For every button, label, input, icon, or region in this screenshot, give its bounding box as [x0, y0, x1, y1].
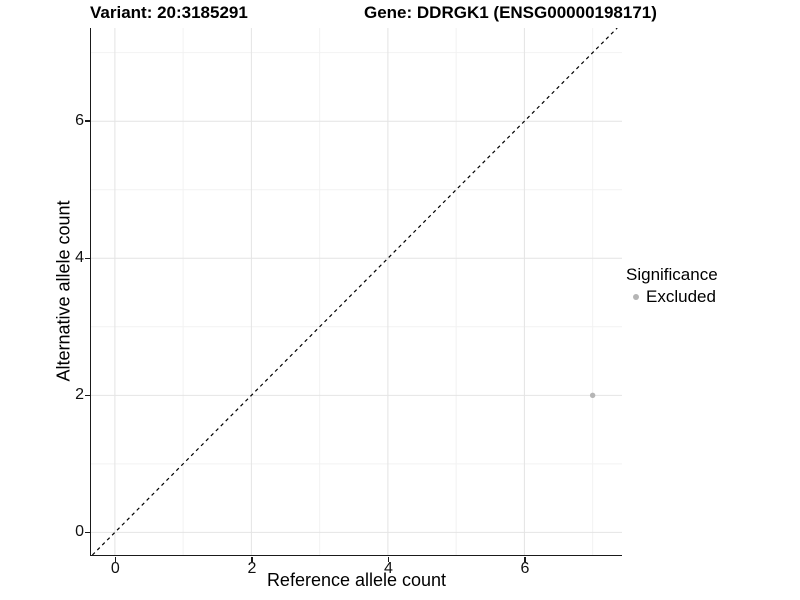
plot-title-gene: Gene: DDRGK1 (ENSG00000198171) [364, 3, 657, 22]
legend-item-label: Excluded [646, 287, 716, 306]
legend: Significance Excluded [626, 264, 718, 308]
plot-canvas [91, 28, 622, 555]
y-tick-mark [85, 257, 90, 259]
x-tick-label: 0 [110, 560, 120, 577]
y-tick-mark [85, 531, 90, 534]
x-tick-mark [251, 556, 253, 562]
plot-panel [90, 28, 622, 556]
y-tick-label: 0 [75, 522, 84, 540]
x-tick-mark [524, 556, 526, 562]
x-tick-mark [387, 556, 390, 562]
x-tick-mark [114, 556, 117, 562]
y-tick-label: 6 [75, 111, 84, 129]
legend-point-icon [633, 294, 639, 300]
legend-item-excluded: Excluded [626, 286, 718, 308]
x-tick-label: 4 [383, 560, 393, 577]
x-tick-label: 2 [247, 560, 257, 577]
identity-line [91, 28, 618, 555]
y-tick-label: 2 [75, 385, 84, 403]
x-axis-title: Reference allele count [266, 570, 447, 590]
y-tick-mark [85, 394, 90, 397]
plot-title-variant: Variant: 20:3185291 [90, 3, 248, 22]
y-axis-title: Alternative allele count [53, 200, 74, 382]
data-point [589, 392, 596, 399]
y-tick-mark [85, 120, 90, 122]
x-tick-label: 6 [520, 560, 530, 577]
legend-title: Significance [626, 265, 718, 284]
y-tick-label: 4 [75, 248, 84, 266]
